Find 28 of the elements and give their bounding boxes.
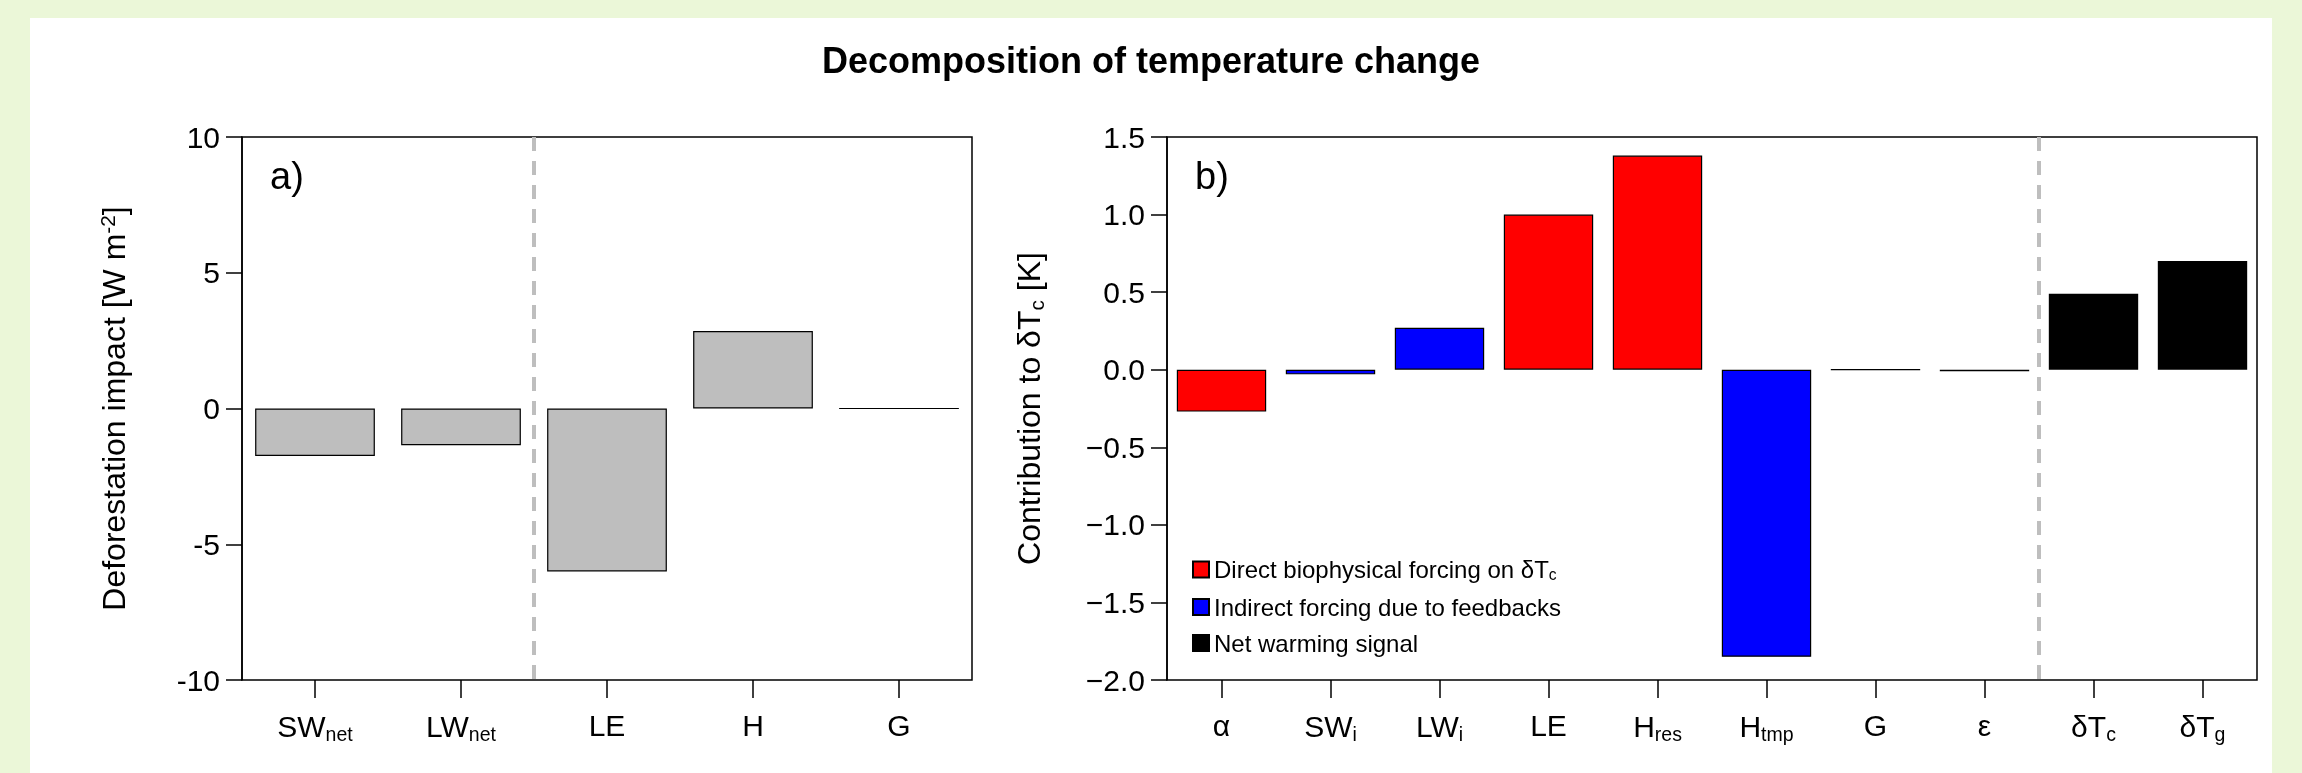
y-axis-title: Contribution to δTc [K]	[1011, 252, 1048, 565]
y-tick-label: -10	[176, 663, 220, 697]
legend-label: Indirect forcing due to feedbacks	[1214, 593, 1561, 621]
annotation: a)	[270, 155, 304, 197]
y-tick-label: 1.0	[1103, 198, 1145, 232]
y-tick-label: −1.5	[1085, 585, 1145, 619]
y-tick-label: 0	[203, 392, 220, 425]
text: Decomposition of temperature change	[820, 40, 1482, 82]
y-tick-label: 10	[186, 120, 220, 154]
y-tick-label: 0.0	[1103, 353, 1145, 387]
y-tick-label: 1.5	[1103, 120, 1145, 154]
y-tick-label: 0.5	[1103, 275, 1145, 309]
legend-label: Direct biophysical forcing on δTc	[1214, 556, 1557, 584]
legend-label: Net warming signal	[1214, 629, 1419, 657]
y-tick-label: 5	[203, 256, 220, 290]
y-axis-title: Deforestation impact [W m-2]	[95, 206, 133, 611]
y-tick-label: −1.0	[1085, 508, 1145, 542]
y-tick-label: −0.5	[1085, 430, 1145, 464]
x-tick-label: α	[1212, 708, 1231, 742]
annotation: b)	[1195, 155, 1229, 197]
y-tick-label: -5	[193, 527, 220, 561]
x-tick-label: LE	[1530, 708, 1567, 742]
x-tick-label: LE	[588, 708, 626, 742]
x-tick-label: ε	[1977, 708, 1992, 742]
y-tick-label: −2.0	[1085, 663, 1145, 697]
x-tick-label: G	[887, 708, 911, 742]
x-tick-label: H	[742, 708, 764, 742]
x-tick-label: G	[1863, 708, 1888, 742]
